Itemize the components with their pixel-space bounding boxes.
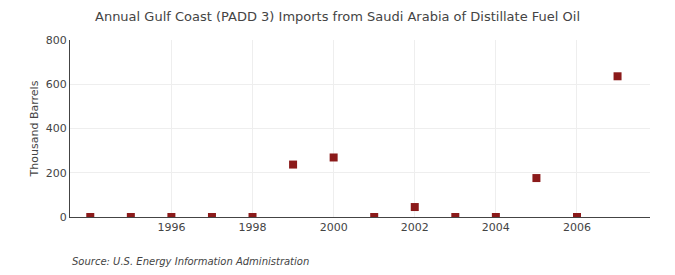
svg-text:600: 600 — [46, 78, 67, 91]
svg-text:Thousand Barrels: Thousand Barrels — [28, 80, 41, 177]
svg-text:0: 0 — [60, 211, 67, 224]
svg-text:800: 800 — [46, 34, 67, 47]
svg-text:2004: 2004 — [482, 221, 510, 234]
svg-text:200: 200 — [46, 167, 67, 180]
svg-text:Source: U.S. Energy Informatio: Source: U.S. Energy Information Administ… — [72, 256, 309, 267]
svg-text:Annual Gulf Coast (PADD 3) Imp: Annual Gulf Coast (PADD 3) Imports from … — [95, 9, 580, 24]
svg-text:1998: 1998 — [239, 221, 267, 234]
svg-text:400: 400 — [46, 122, 67, 135]
svg-text:2006: 2006 — [563, 221, 591, 234]
svg-text:2000: 2000 — [320, 221, 348, 234]
svg-text:1996: 1996 — [157, 221, 185, 234]
svg-text:2002: 2002 — [401, 221, 429, 234]
